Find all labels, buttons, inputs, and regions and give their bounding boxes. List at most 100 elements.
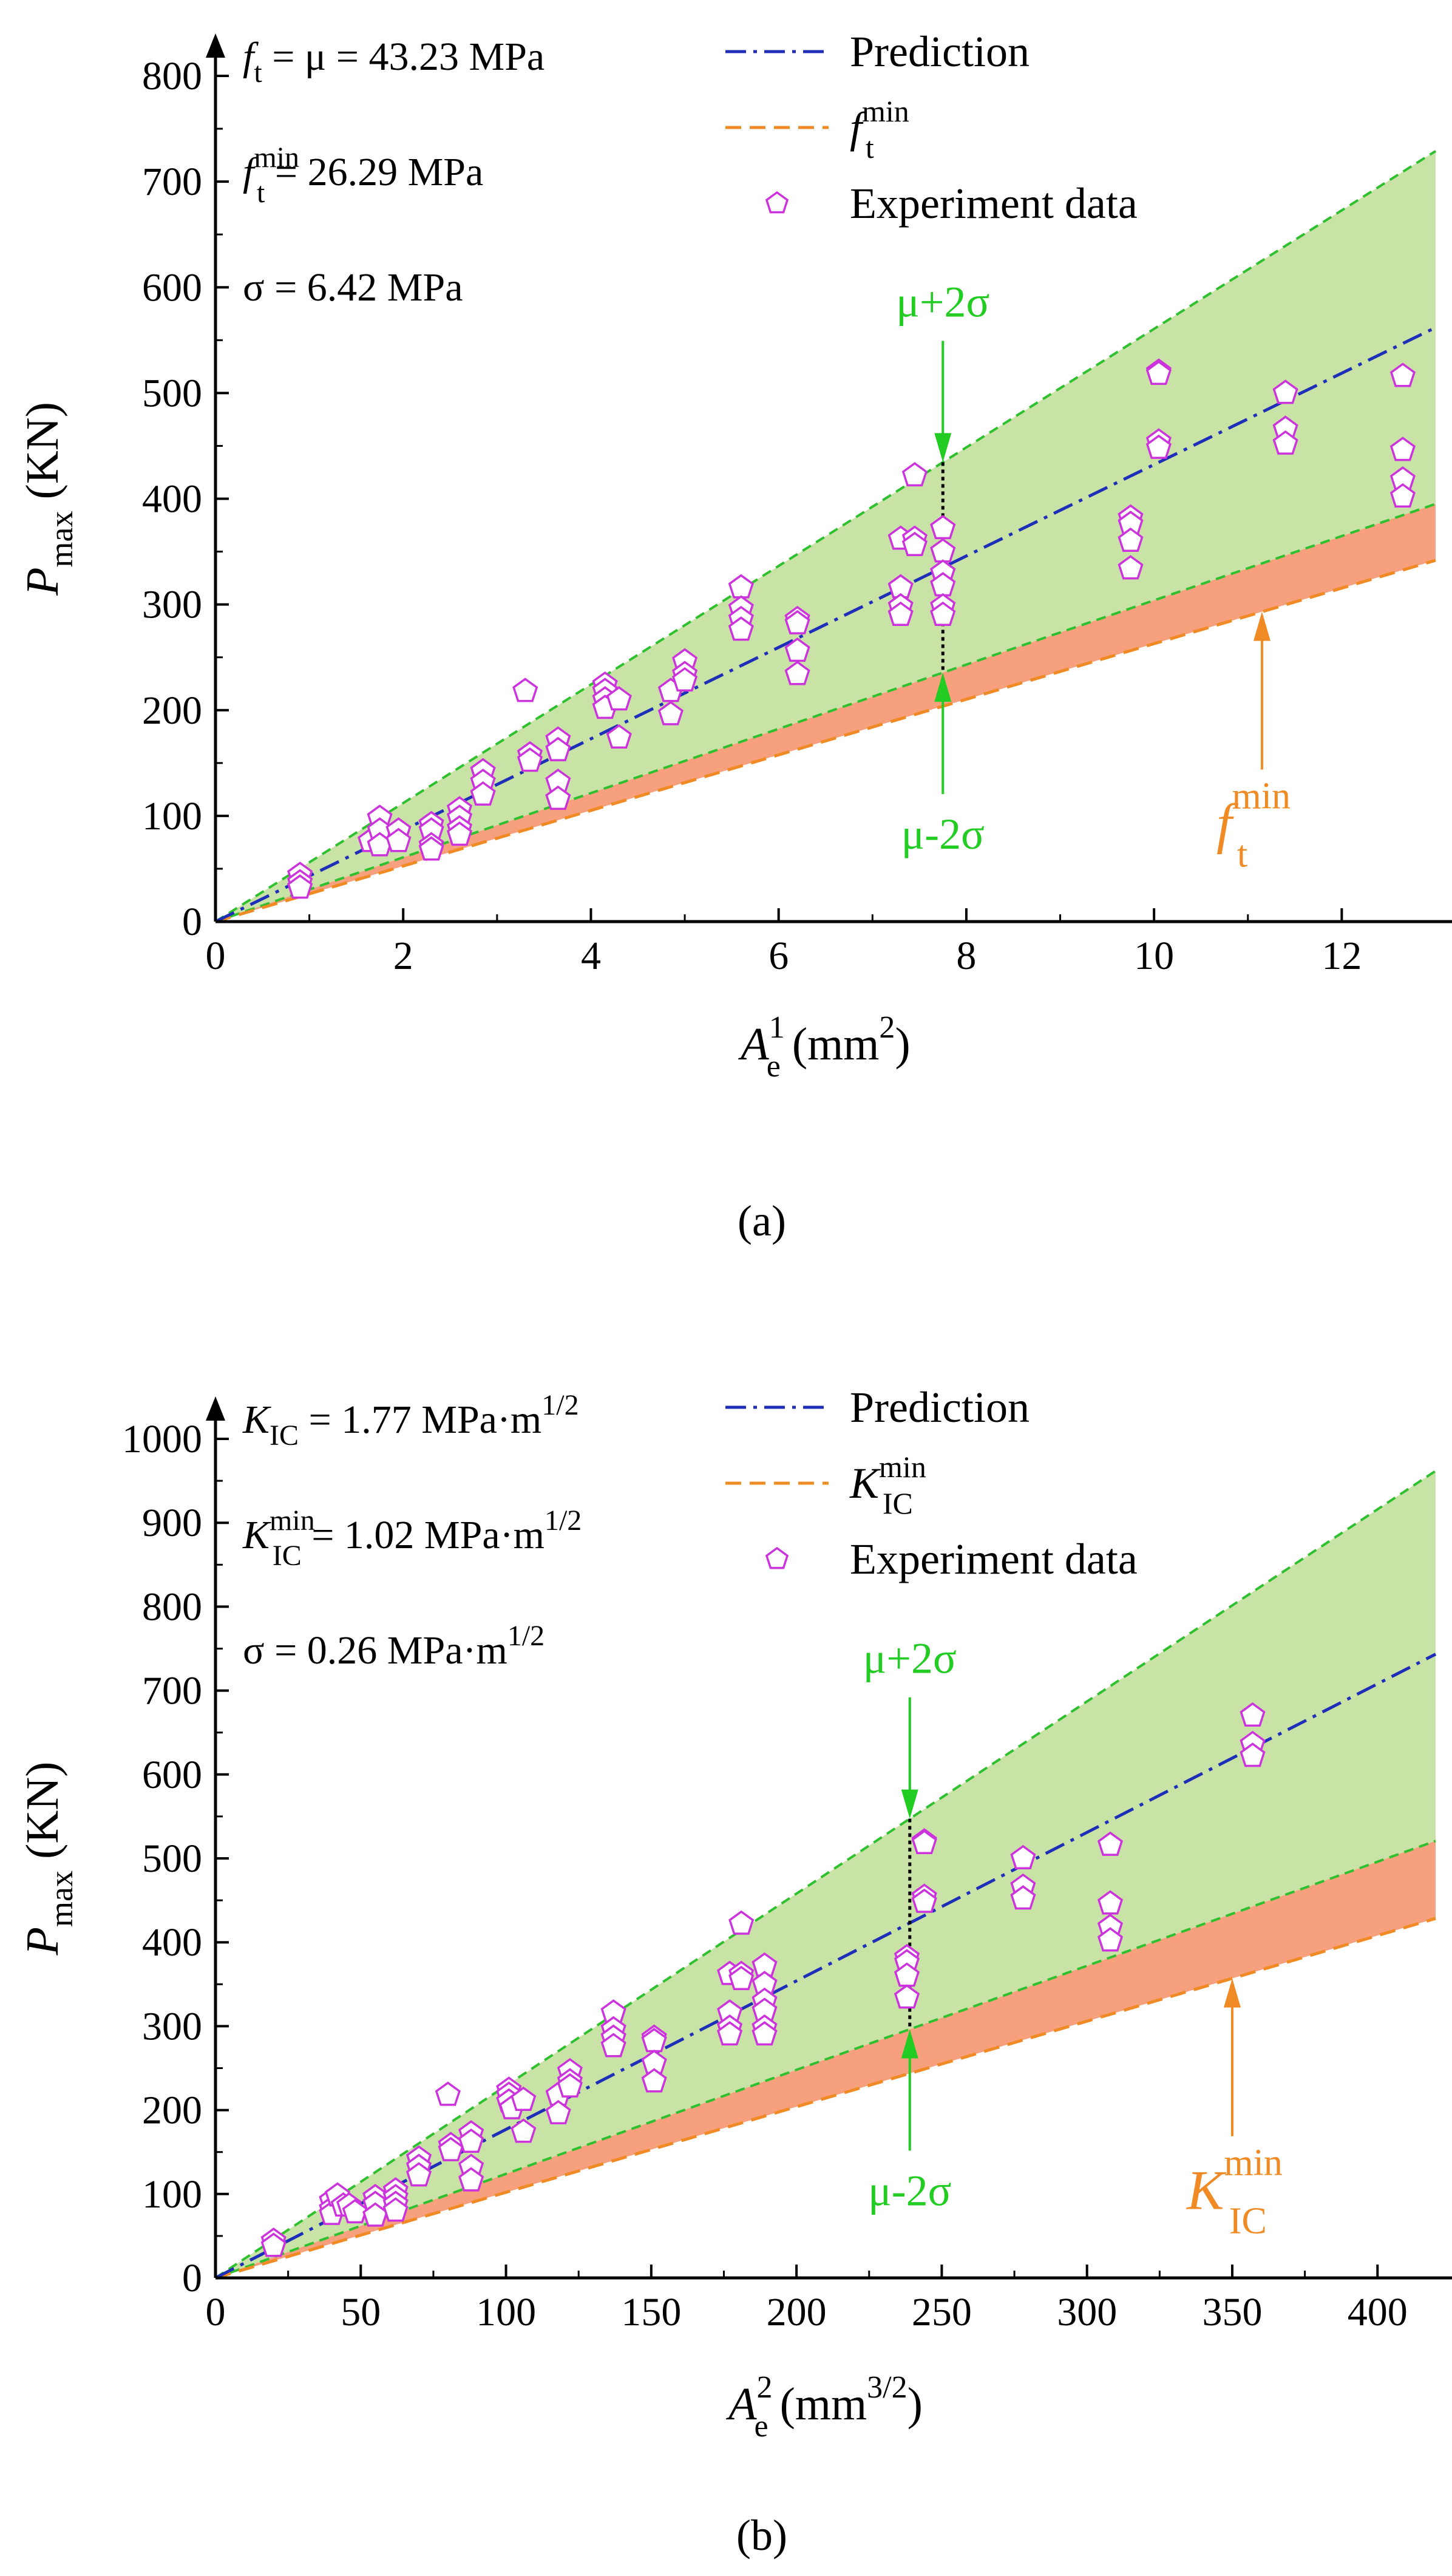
- data-point: [458, 2128, 484, 2153]
- y-axis-label: Pmax (KN): [17, 1762, 80, 1956]
- data-point: [901, 462, 928, 487]
- x-tick-label: 0: [206, 934, 226, 978]
- x-axis-label: A2 e (mm3/2): [725, 2370, 923, 2444]
- y-tick-label: 100: [142, 794, 202, 838]
- data-point: [1389, 362, 1416, 387]
- y-tick-label: 0: [182, 900, 202, 944]
- y-tick-label: 400: [142, 1920, 202, 1965]
- prediction-line: [214, 1653, 1437, 2280]
- x-tick-label: 2: [393, 934, 413, 978]
- data-point: [1097, 1890, 1124, 1915]
- data-point: [1010, 1844, 1036, 1869]
- data-point: [784, 610, 810, 634]
- data-point: [1272, 379, 1298, 404]
- y-tick-label: 600: [142, 1753, 202, 1797]
- y-tick-label: 800: [142, 54, 202, 98]
- data-point: [557, 2073, 583, 2098]
- min-arrow-head: [1224, 1978, 1241, 2008]
- data-point: [1389, 483, 1416, 508]
- data-point: [435, 2081, 461, 2106]
- y-tick-label: 500: [142, 371, 202, 415]
- data-point: [545, 2099, 571, 2125]
- data-point: [260, 2232, 287, 2257]
- min-annotation: fmin t: [1216, 776, 1291, 875]
- y-tick-label: 900: [142, 1501, 202, 1545]
- data-point: [511, 2118, 537, 2143]
- min-strength-line: [215, 1917, 1436, 2280]
- data-point: [512, 678, 538, 702]
- y-tick-label: 1000: [122, 1417, 202, 1461]
- data-point: [728, 574, 754, 599]
- upper-band-line: [214, 150, 1437, 923]
- x-tick-label: 12: [1321, 934, 1362, 978]
- x-tick-label: 350: [1203, 2290, 1263, 2334]
- legend-label: Experiment data: [850, 1535, 1138, 1583]
- data-point: [287, 874, 313, 899]
- y-axis-label: Pmax (KN): [17, 402, 80, 596]
- upper-annotation: μ+2σ: [896, 277, 989, 326]
- x-tick-label: 10: [1134, 934, 1174, 978]
- y-tick-label: 200: [142, 688, 202, 733]
- data-point: [1240, 1702, 1266, 1727]
- panel-label: (b): [736, 2511, 787, 2560]
- lower-band-line: [215, 1840, 1436, 2279]
- lower-arrow-head: [901, 2029, 918, 2059]
- data-point: [418, 836, 444, 861]
- stat-line: fmin t = 26.29 MPa: [243, 141, 483, 209]
- data-point: [458, 2167, 484, 2192]
- x-tick-label: 250: [912, 2290, 972, 2334]
- data-point: [784, 661, 810, 685]
- min-strength-line: [215, 559, 1436, 923]
- y-tick-label: 700: [142, 160, 202, 204]
- y-axis-arrowhead: [206, 1396, 225, 1421]
- data-point: [606, 686, 632, 711]
- data-point: [382, 2197, 409, 2222]
- data-point: [385, 828, 412, 852]
- lower-annotation: μ-2σ: [901, 810, 985, 858]
- lower-annotation: μ-2σ: [868, 2166, 951, 2215]
- legend-label: Kmin IC: [849, 1450, 926, 1520]
- upper-arrow-head: [901, 1789, 918, 1819]
- stat-line: KIC = 1.77 MPa·m1/2: [242, 1389, 579, 1452]
- data-point: [887, 601, 914, 626]
- data-point: [606, 724, 632, 749]
- panel-b-chart: 0 50 100 150 200 250 300 350 400 0 100 200 300 400 500…: [17, 1383, 1452, 2560]
- y-tick-label: 800: [142, 1585, 202, 1629]
- data-point: [728, 1965, 755, 1990]
- data-point: [600, 2033, 626, 2058]
- x-tick-label: 8: [956, 934, 976, 978]
- annotations: μ+2σ μ-2σ fmin t: [896, 277, 1291, 875]
- lower-band-line: [215, 503, 1436, 923]
- legend: Prediction Kmin IC Experiment data: [725, 1383, 1138, 1583]
- data-point: [657, 701, 684, 726]
- data-point: [728, 1910, 755, 1935]
- data-point: [342, 2199, 368, 2224]
- stat-line: σ = 6.42 MPa: [243, 265, 463, 310]
- legend-label: fmin t: [850, 94, 909, 165]
- annotations: μ+2σ μ-2σ Kmin IC: [863, 1634, 1283, 2242]
- data-point: [438, 2136, 464, 2161]
- y-tick-label: 700: [142, 1669, 202, 1713]
- stats-block: KIC = 1.77 MPa·m1/2 Kmin IC = 1.02 MPa·m1/…: [242, 1389, 582, 1673]
- y-tick-label: 300: [142, 583, 202, 627]
- data-point: [1010, 1885, 1036, 1910]
- min-arrow-head: [1253, 611, 1270, 641]
- data-point: [641, 2068, 667, 2093]
- stat-line: σ = 0.26 MPa·m1/2: [243, 1620, 544, 1673]
- data-point: [517, 747, 543, 772]
- y-tick-label: 100: [142, 2172, 202, 2217]
- legend-label: Prediction: [850, 27, 1030, 76]
- upper-annotation: μ+2σ: [863, 1634, 957, 1683]
- data-point: [1145, 434, 1172, 459]
- data-point: [1118, 555, 1144, 580]
- stat-line: ft = μ = 43.23 MPa: [243, 35, 544, 89]
- data-point: [901, 531, 928, 557]
- upper-arrow-head: [934, 433, 952, 463]
- data-point: [1097, 1831, 1124, 1856]
- lower-arrow-head: [934, 672, 952, 702]
- stats-block: ft = μ = 43.23 MPa fmin t = 26.29 MPa σ = 6…: [243, 35, 544, 310]
- x-tick-label: 150: [621, 2290, 681, 2334]
- data-point: [1240, 1742, 1266, 1767]
- axes: 0 50 100 150 200 250 300 350 400 0 100 200 300 400 500…: [122, 1396, 1452, 2334]
